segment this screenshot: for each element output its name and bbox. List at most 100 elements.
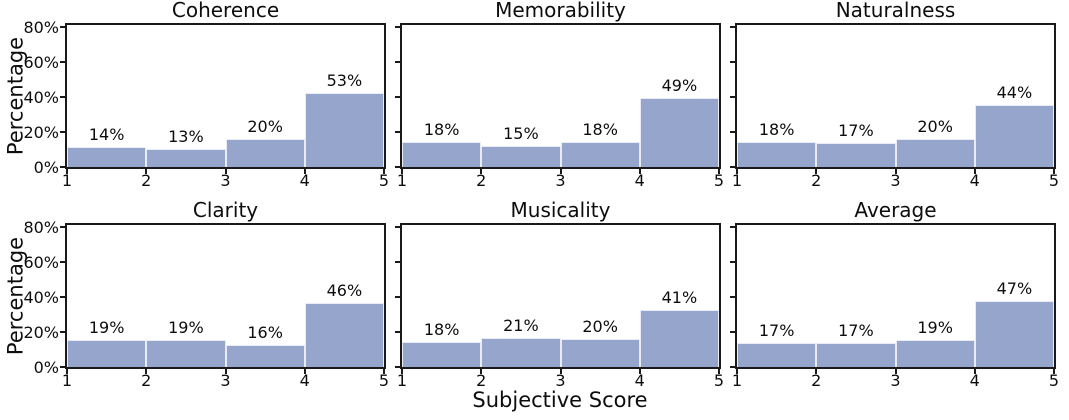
y-tick-mark	[60, 130, 65, 133]
x-tick-mark	[894, 169, 897, 174]
y-tick-mark	[395, 260, 400, 263]
y-tick-mark	[395, 25, 400, 28]
x-tick-label: 2	[141, 371, 152, 390]
x-tick-mark	[1053, 369, 1055, 374]
bar-memorability-bin3	[560, 141, 640, 167]
x-tick-mark	[559, 169, 562, 174]
y-tick-label: 80%	[23, 17, 59, 37]
y-tick-mark	[730, 295, 735, 298]
x-tick-mark	[383, 369, 385, 374]
bar-value-label: 19%	[88, 318, 125, 338]
bar-value-label: 47%	[996, 279, 1033, 299]
x-tick-label: 5	[378, 171, 390, 190]
bar-value-label: 19%	[917, 318, 953, 338]
y-tick-mark	[60, 225, 65, 228]
x-tick-label: 5	[713, 171, 725, 190]
y-tick-mark	[60, 295, 65, 298]
y-tick-mark	[395, 60, 400, 63]
y-tick-mark	[395, 295, 400, 298]
x-tick-label: 4	[969, 371, 980, 390]
bar-average-bin1	[737, 343, 817, 367]
bar-value-label: 44%	[996, 83, 1033, 103]
bar-naturalness-bin1	[737, 141, 817, 167]
bar-value-label: 17%	[838, 321, 874, 341]
y-tick-mark	[60, 366, 65, 368]
y-tick-label: 60%	[23, 252, 59, 272]
x-tick-label: 4	[969, 171, 980, 190]
bar-naturalness-bin4	[974, 105, 1054, 167]
x-tick-label: 1	[396, 171, 408, 190]
bar-average-bin3	[895, 340, 975, 367]
y-tick-mark	[730, 60, 735, 63]
y-tick-label: 20%	[23, 122, 59, 142]
x-tick-label: 5	[1048, 171, 1060, 190]
subplot-title-naturalness: Naturalness	[835, 0, 956, 22]
bar-value-label: 17%	[838, 121, 874, 141]
x-tick-mark	[145, 169, 148, 174]
x-tick-label: 2	[811, 371, 822, 390]
x-tick-label: 4	[634, 171, 645, 190]
y-tick-mark	[60, 260, 65, 263]
y-tick-mark	[60, 95, 65, 98]
x-tick-mark	[401, 169, 403, 174]
bar-value-label: 21%	[503, 315, 539, 335]
x-tick-mark	[401, 369, 403, 374]
bar-value-label: 19%	[168, 318, 204, 338]
x-tick-mark	[894, 369, 897, 374]
bar-musicality-bin4	[639, 309, 719, 367]
bar-naturalness-bin3	[895, 138, 975, 167]
y-tick-mark	[395, 366, 400, 368]
x-tick-mark	[66, 369, 68, 374]
x-tick-mark	[718, 369, 720, 374]
x-tick-label: 1	[731, 371, 743, 390]
subplot-memorability: Memorability 18% 15% 18% 49% 1 2 3 4 5	[395, 0, 724, 189]
bar-clarity-bin2	[146, 340, 226, 367]
x-tick-label: 2	[811, 171, 822, 190]
x-tick-mark	[224, 369, 227, 374]
y-tick-mark	[730, 95, 735, 98]
y-tick-mark	[60, 60, 65, 63]
y-tick-mark	[395, 330, 400, 333]
bar-value-label: 18%	[423, 119, 460, 139]
bar-value-label: 18%	[758, 119, 795, 139]
y-tick-mark	[395, 130, 400, 133]
y-tick-mark	[730, 260, 735, 263]
y-tick-label: 20%	[23, 322, 59, 342]
bar-value-label: 46%	[326, 280, 363, 300]
bar-value-label: 16%	[247, 322, 283, 342]
x-tick-mark	[559, 369, 562, 374]
x-tick-mark	[815, 169, 818, 174]
y-tick-mark	[395, 95, 400, 98]
subplot-title-average: Average	[854, 198, 937, 222]
y-tick-label: 40%	[23, 287, 59, 307]
bar-value-label: 20%	[917, 116, 953, 136]
subplot-title-clarity: Clarity	[192, 198, 259, 222]
x-tick-label: 2	[476, 171, 487, 190]
bar-coherence-bin3	[225, 138, 305, 167]
bar-value-label: 15%	[503, 123, 539, 143]
x-tick-label: 3	[890, 171, 901, 190]
x-tick-label: 5	[1048, 371, 1060, 390]
bar-value-label: 18%	[423, 319, 460, 339]
y-tick-mark	[730, 366, 735, 368]
x-tick-mark	[145, 369, 148, 374]
subplot-musicality: Musicality 18% 21% 20% 41% 1 2 3 4 5	[395, 200, 724, 389]
bar-value-label: 13%	[168, 126, 204, 146]
x-tick-mark	[718, 169, 720, 174]
x-tick-mark	[638, 169, 641, 174]
subplot-naturalness: Naturalness 18% 17% 20% 44% 1 2 3 4 5	[730, 0, 1059, 189]
bar-average-bin2	[816, 343, 896, 367]
y-tick-label: 0%	[33, 158, 59, 177]
x-tick-label: 4	[299, 371, 310, 390]
x-tick-label: 3	[555, 371, 566, 390]
bar-coherence-bin2	[146, 148, 226, 167]
y-tick-label: 80%	[23, 217, 59, 237]
bar-value-label: 20%	[582, 316, 618, 336]
x-tick-label: 5	[378, 371, 390, 390]
x-tick-mark	[736, 169, 738, 174]
y-tick-mark	[60, 330, 65, 333]
x-tick-label: 4	[299, 171, 310, 190]
bar-musicality-bin1	[402, 341, 482, 367]
bar-value-label: 49%	[661, 76, 698, 96]
